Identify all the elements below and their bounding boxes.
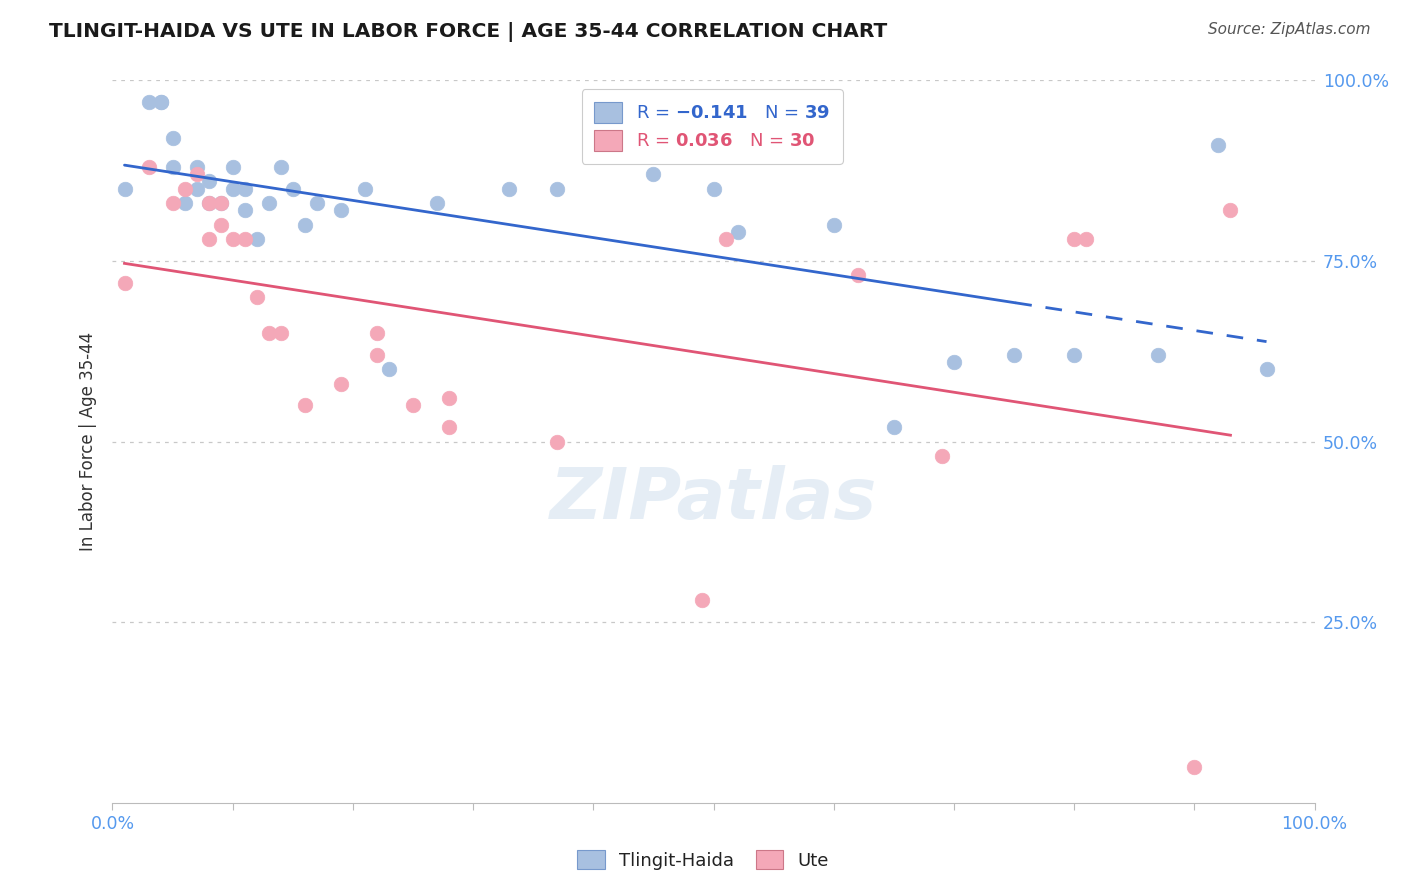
Point <box>1147 348 1170 362</box>
Point <box>546 434 568 449</box>
Point <box>1002 348 1025 362</box>
Point <box>257 196 280 211</box>
Point <box>354 182 377 196</box>
Point <box>233 182 256 196</box>
Point <box>366 348 388 362</box>
Point <box>149 95 172 109</box>
Point <box>209 218 232 232</box>
Point <box>437 420 460 434</box>
Point <box>270 326 292 341</box>
Legend: R = $\mathbf{-0.141}$   N = $\mathbf{39}$, R = $\mathbf{0.036}$   N = $\mathbf{3: R = $\mathbf{-0.141}$ N = $\mathbf{39}$,… <box>582 89 842 163</box>
Point <box>305 196 328 211</box>
Point <box>162 160 184 174</box>
Legend: Tlingit-Haida, Ute: Tlingit-Haida, Ute <box>571 842 835 877</box>
Point <box>546 182 568 196</box>
Point <box>846 268 869 283</box>
Point <box>209 196 232 211</box>
Point <box>270 160 292 174</box>
Point <box>643 167 665 181</box>
Point <box>1208 138 1230 153</box>
Point <box>162 131 184 145</box>
Point <box>162 196 184 211</box>
Point <box>186 182 208 196</box>
Point <box>378 362 401 376</box>
Point <box>727 225 749 239</box>
Point <box>294 218 316 232</box>
Point <box>281 182 304 196</box>
Point <box>329 203 352 218</box>
Point <box>883 420 905 434</box>
Point <box>222 232 245 246</box>
Point <box>197 196 219 211</box>
Text: ZIPatlas: ZIPatlas <box>550 465 877 533</box>
Point <box>246 290 269 304</box>
Point <box>138 160 160 174</box>
Point <box>1184 760 1206 774</box>
Point <box>114 276 136 290</box>
Point <box>197 174 219 188</box>
Point <box>690 593 713 607</box>
Point <box>1063 232 1085 246</box>
Point <box>257 326 280 341</box>
Point <box>1076 232 1098 246</box>
Point <box>1063 348 1085 362</box>
Point <box>114 182 136 196</box>
Point <box>426 196 449 211</box>
Point <box>233 203 256 218</box>
Point <box>197 196 219 211</box>
Point <box>823 218 845 232</box>
Point <box>233 232 256 246</box>
Point <box>246 232 269 246</box>
Text: TLINGIT-HAIDA VS UTE IN LABOR FORCE | AGE 35-44 CORRELATION CHART: TLINGIT-HAIDA VS UTE IN LABOR FORCE | AG… <box>49 22 887 42</box>
Point <box>1219 203 1241 218</box>
Point <box>173 196 195 211</box>
Point <box>209 196 232 211</box>
Point <box>173 182 195 196</box>
Point <box>931 449 953 463</box>
Text: Source: ZipAtlas.com: Source: ZipAtlas.com <box>1208 22 1371 37</box>
Point <box>186 160 208 174</box>
Point <box>366 326 388 341</box>
Point <box>714 232 737 246</box>
Point <box>498 182 520 196</box>
Point <box>197 232 219 246</box>
Y-axis label: In Labor Force | Age 35-44: In Labor Force | Age 35-44 <box>79 332 97 551</box>
Point <box>942 355 965 369</box>
Point <box>702 182 725 196</box>
Point <box>1256 362 1278 376</box>
Point <box>222 182 245 196</box>
Point <box>329 376 352 391</box>
Point <box>149 95 172 109</box>
Point <box>294 398 316 412</box>
Point <box>138 95 160 109</box>
Point <box>437 391 460 405</box>
Point <box>402 398 425 412</box>
Point <box>222 160 245 174</box>
Point <box>186 167 208 181</box>
